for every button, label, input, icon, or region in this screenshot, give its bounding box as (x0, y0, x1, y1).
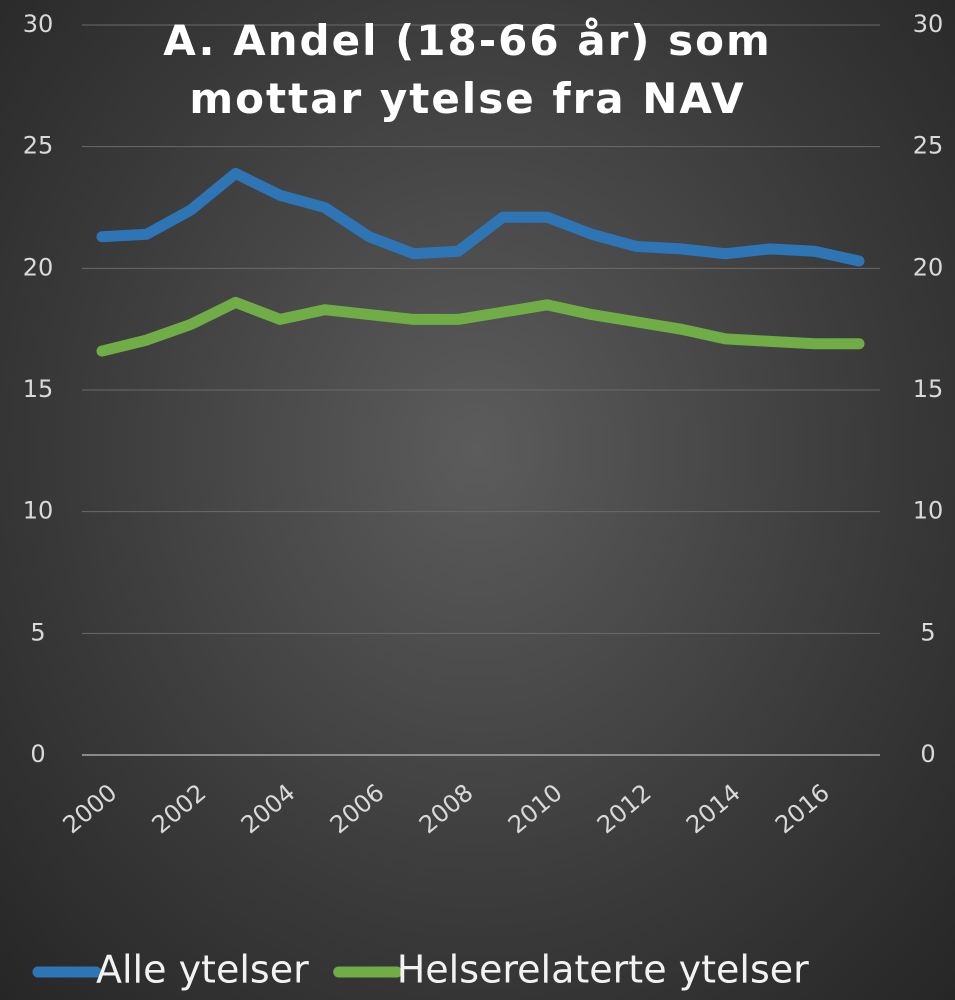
y2-tick-label: 25 (913, 132, 944, 160)
y2-tick-label: 0 (920, 740, 935, 768)
y-tick-label: 15 (23, 375, 54, 403)
x-tick-label: 2006 (325, 779, 390, 840)
y2-tick-label: 30 (913, 10, 944, 38)
y2-tick-label: 15 (913, 375, 944, 403)
legend-label: Helserelaterte ytelser (397, 948, 809, 992)
legend-label: Alle ytelser (96, 948, 309, 992)
x-tick-label: 2014 (681, 779, 746, 840)
y2-tick-label: 10 (913, 497, 944, 525)
y-tick-label: 0 (30, 740, 45, 768)
x-tick-label: 2008 (414, 779, 479, 840)
y2-tick-label: 20 (913, 253, 944, 281)
x-tick-label: 2000 (58, 779, 123, 840)
y-tick-label: 20 (23, 253, 54, 281)
chart-title: A. Andel (18-66 år) som mottar ytelse fr… (163, 16, 772, 123)
y-tick-label: 25 (23, 132, 54, 160)
x-tick-label: 2002 (147, 779, 212, 840)
line-series (96, 296, 865, 357)
y-tick-label: 30 (23, 10, 54, 38)
x-tick-label: 2010 (503, 779, 568, 840)
line-series (96, 167, 865, 267)
y2-tick-label: 5 (920, 618, 935, 646)
y-tick-label: 10 (23, 497, 54, 525)
x-tick-label: 2016 (770, 779, 835, 840)
x-tick-label: 2012 (592, 779, 657, 840)
x-tick-label: 2004 (236, 779, 301, 840)
y-tick-label: 5 (30, 618, 45, 646)
